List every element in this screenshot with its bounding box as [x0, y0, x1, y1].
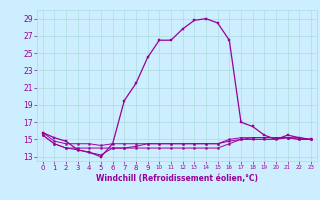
X-axis label: Windchill (Refroidissement éolien,°C): Windchill (Refroidissement éolien,°C) — [96, 174, 258, 183]
